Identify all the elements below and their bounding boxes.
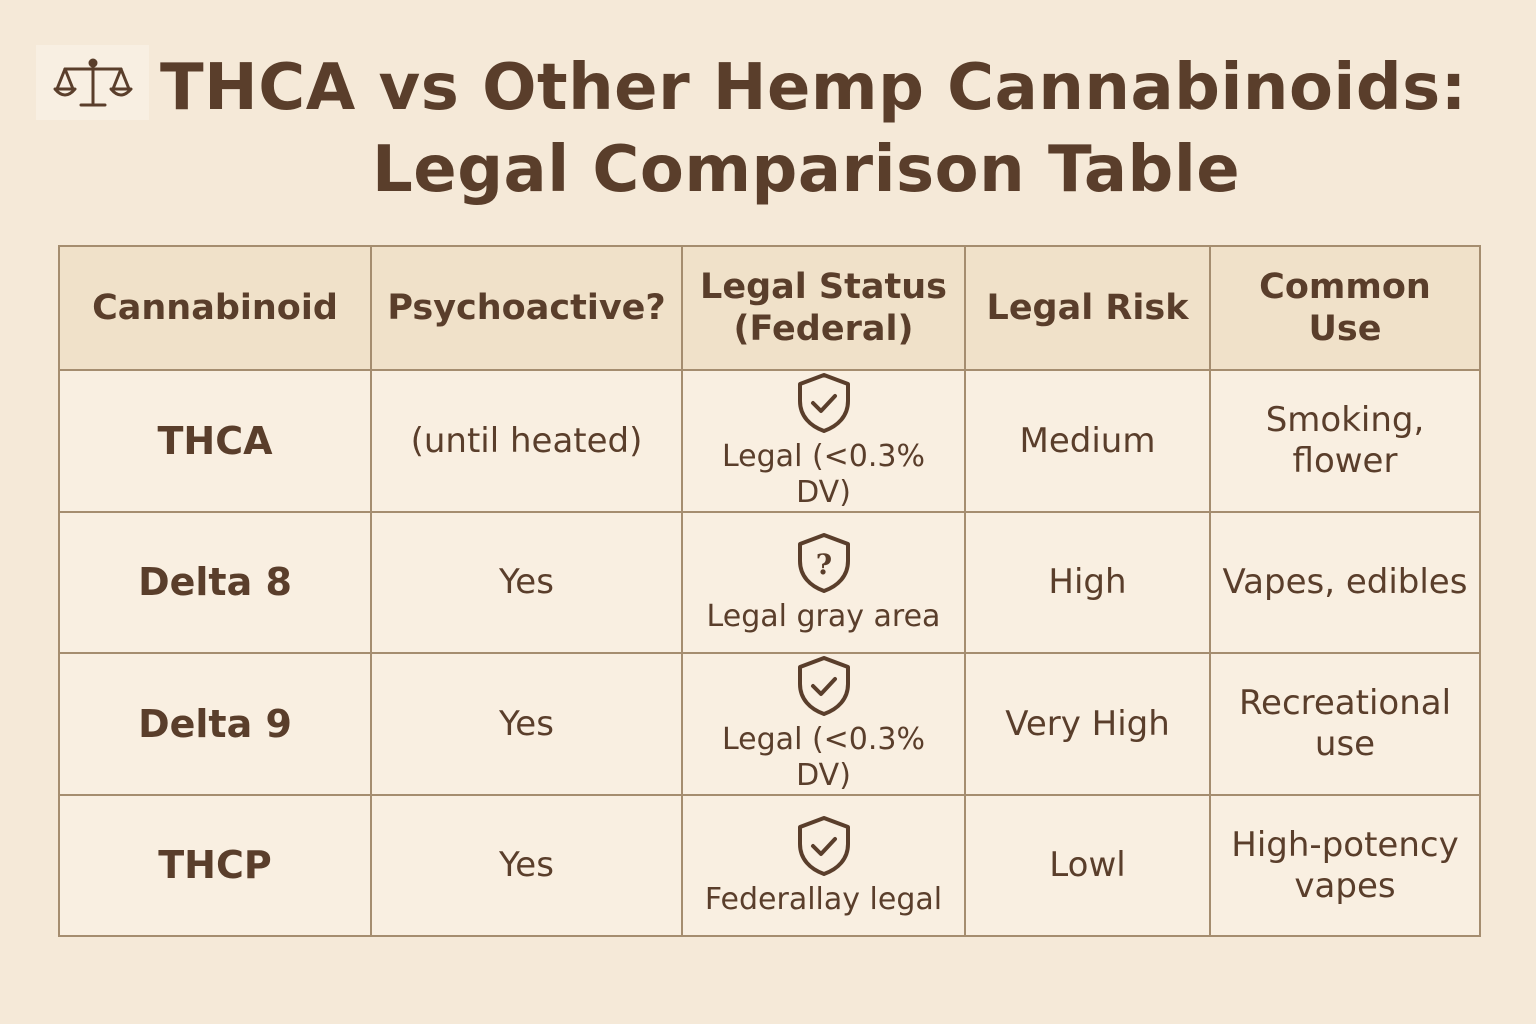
svg-text:?: ? xyxy=(815,548,831,581)
common-use-cell: Smoking, flower xyxy=(1209,369,1481,513)
legal-status-cell: Federallay legal xyxy=(681,794,966,937)
shield-check-icon xyxy=(797,656,850,716)
legal-status-cell: Legal (<0.3% DV) xyxy=(681,369,966,513)
comparison-table: Cannabinoid Psychoactive? Legal Status (… xyxy=(58,245,1481,937)
legal-status-text: Legal gray area xyxy=(706,598,941,634)
psychoactive-cell: (until heated) xyxy=(370,369,683,513)
table-row: Delta 9 Yes Legal (<0.3% DV) Very High R… xyxy=(58,652,1481,796)
logo-box xyxy=(36,45,149,120)
common-use-cell: High-potency vapes xyxy=(1209,794,1481,937)
cannabinoid-cell: Delta 8 xyxy=(58,511,372,654)
cannabinoid-cell: THCP xyxy=(58,794,372,937)
legal-risk-cell: Very High xyxy=(964,652,1211,796)
shield-question-icon: ? xyxy=(797,532,850,593)
column-header-legal-status: Legal Status (Federal) xyxy=(681,245,966,371)
legal-status-text: Legal (<0.3% DV) xyxy=(722,722,925,793)
psychoactive-cell: Yes xyxy=(370,794,683,937)
common-use-cell: Vapes, edibles xyxy=(1209,511,1481,654)
legal-status-text: Federallay legal xyxy=(704,881,943,917)
column-header-psychoactive: Psychoactive? xyxy=(370,245,683,371)
column-header-label: Legal Risk xyxy=(986,288,1189,328)
column-header-common-use: Common Use xyxy=(1209,245,1481,371)
table-row: Delta 8 Yes ? Legal gray area High Vapes… xyxy=(58,511,1481,654)
page-title-line-1: THCA vs Other Hemp Cannabinoids: xyxy=(160,51,1467,125)
legal-status-cell: ? Legal gray area xyxy=(681,511,966,654)
legal-status-text: Legal (<0.3% DV) xyxy=(722,439,925,510)
column-header-label: Common Use xyxy=(1259,267,1431,349)
column-header-label: Legal Status (Federal) xyxy=(700,267,947,349)
table-row: THCP Yes Federallay legal Lowl High-pote… xyxy=(58,794,1481,937)
column-header-label: Psychoactive? xyxy=(387,288,666,328)
scales-icon xyxy=(53,58,132,106)
legal-risk-cell: High xyxy=(964,511,1211,654)
psychoactive-cell: Yes xyxy=(370,652,683,796)
table-header-row: Cannabinoid Psychoactive? Legal Status (… xyxy=(58,245,1481,371)
column-header-label: Cannabinoid xyxy=(92,288,338,328)
legal-risk-cell: Lowl xyxy=(964,794,1211,937)
cannabinoid-cell: THCA xyxy=(58,369,372,513)
table-row: THCA (until heated) Legal (<0.3% DV) Med… xyxy=(58,369,1481,513)
shield-check-icon xyxy=(797,815,850,876)
cannabinoid-cell: Delta 9 xyxy=(58,652,372,796)
psychoactive-cell: Yes xyxy=(370,511,683,654)
legal-status-cell: Legal (<0.3% DV) xyxy=(681,652,966,796)
column-header-cannabinoid: Cannabinoid xyxy=(58,245,372,371)
common-use-cell: Recreational use xyxy=(1209,652,1481,796)
shield-check-icon xyxy=(797,373,850,433)
page-title-line-2: Legal Comparison Table xyxy=(372,133,1241,207)
legal-risk-cell: Medium xyxy=(964,369,1211,513)
column-header-legal-risk: Legal Risk xyxy=(964,245,1211,371)
